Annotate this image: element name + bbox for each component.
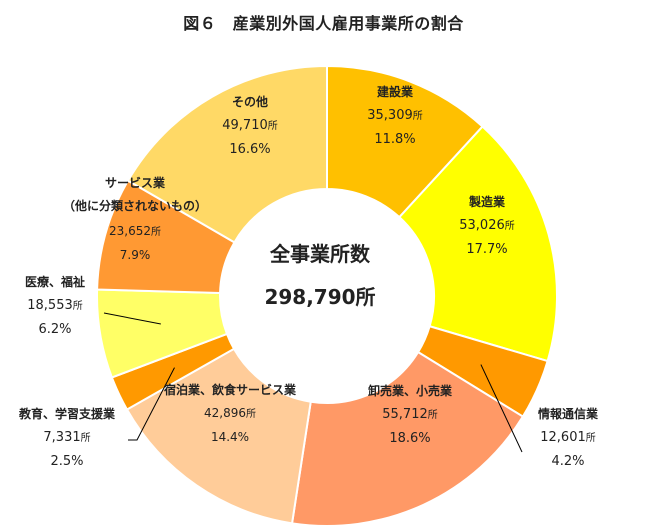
label-manufacturing: 製造業 53,026所 17.7% (442, 196, 532, 256)
label-count: 18,553 (27, 298, 73, 313)
leader-lines (103, 312, 523, 453)
label-unit: 所 (267, 121, 278, 132)
label-percent: 6.2% (38, 322, 72, 337)
label-count: 49,710 (222, 118, 268, 133)
label-count: 12,601 (540, 430, 586, 445)
label-wholesale: 卸売業、小売業 55,712所 18.6% (345, 385, 475, 445)
label-name: 建設業 (376, 85, 413, 99)
label-name: サービス業 （他に分類されないもの） (62, 176, 207, 213)
center-label: 全事業所数 (270, 242, 370, 266)
label-name: 宿泊業、飲食サービス業 (163, 383, 296, 397)
label-name: その他 (231, 95, 268, 109)
label-unit: 所 (412, 111, 423, 122)
label-medical: 医療、福祉 18,553所 6.2% (5, 276, 105, 336)
label-percent: 18.6% (389, 431, 431, 446)
donut-slices (96, 64, 558, 526)
center-total: 全事業所数 298,790所 (245, 238, 395, 310)
label-info: 情報通信業 12,601所 4.2% (513, 408, 623, 468)
center-value: 298,790所 (264, 285, 376, 309)
label-percent: 16.6% (229, 142, 271, 157)
slice-manufacturing (397, 125, 558, 363)
label-unit: 所 (246, 409, 256, 420)
label-other: その他 49,710所 16.6% (200, 96, 300, 156)
label-unit: 所 (427, 410, 438, 421)
label-unit: 所 (504, 221, 515, 232)
label-percent: 14.4% (210, 430, 250, 444)
label-unit: 所 (151, 226, 161, 238)
label-name: 医療、福祉 (24, 275, 85, 289)
label-percent: 11.8% (374, 132, 416, 147)
label-percent: 17.7% (466, 242, 508, 257)
leader-line-education (128, 367, 175, 441)
label-unit: 所 (585, 433, 596, 444)
label-services: サービス業 （他に分類されないもの） 23,652所 7.9% (55, 172, 215, 261)
slice-other (126, 64, 328, 244)
label-count: 23,652 (109, 223, 151, 238)
slice-hotel (125, 347, 312, 525)
label-education: 教育、学習支援業 7,331所 2.5% (2, 408, 132, 468)
label-name: 情報通信業 (537, 407, 598, 421)
label-percent: 4.2% (551, 454, 585, 469)
label-count: 55,712 (382, 407, 428, 422)
leader-line-medical (103, 312, 161, 325)
label-percent: 2.5% (50, 454, 84, 469)
label-hotel: 宿泊業、飲食サービス業 42,896所 14.4% (145, 384, 315, 443)
label-name: 卸売業、小売業 (367, 384, 452, 398)
label-name: 教育、学習支援業 (18, 407, 115, 421)
label-count: 42,896 (204, 406, 246, 420)
label-percent: 7.9% (119, 247, 151, 262)
chart-title: 図６ 産業別外国人雇用事業所の割合 (183, 14, 464, 33)
label-count: 7,331 (43, 430, 81, 445)
leader-line-info (480, 364, 523, 453)
label-name: 製造業 (468, 195, 505, 209)
label-count: 53,026 (459, 218, 505, 233)
label-unit: 所 (80, 433, 91, 444)
label-construction: 建設業 35,309所 11.8% (350, 86, 440, 146)
label-count: 35,309 (367, 108, 413, 123)
label-unit: 所 (72, 301, 83, 312)
slice-wholesale (290, 350, 525, 526)
